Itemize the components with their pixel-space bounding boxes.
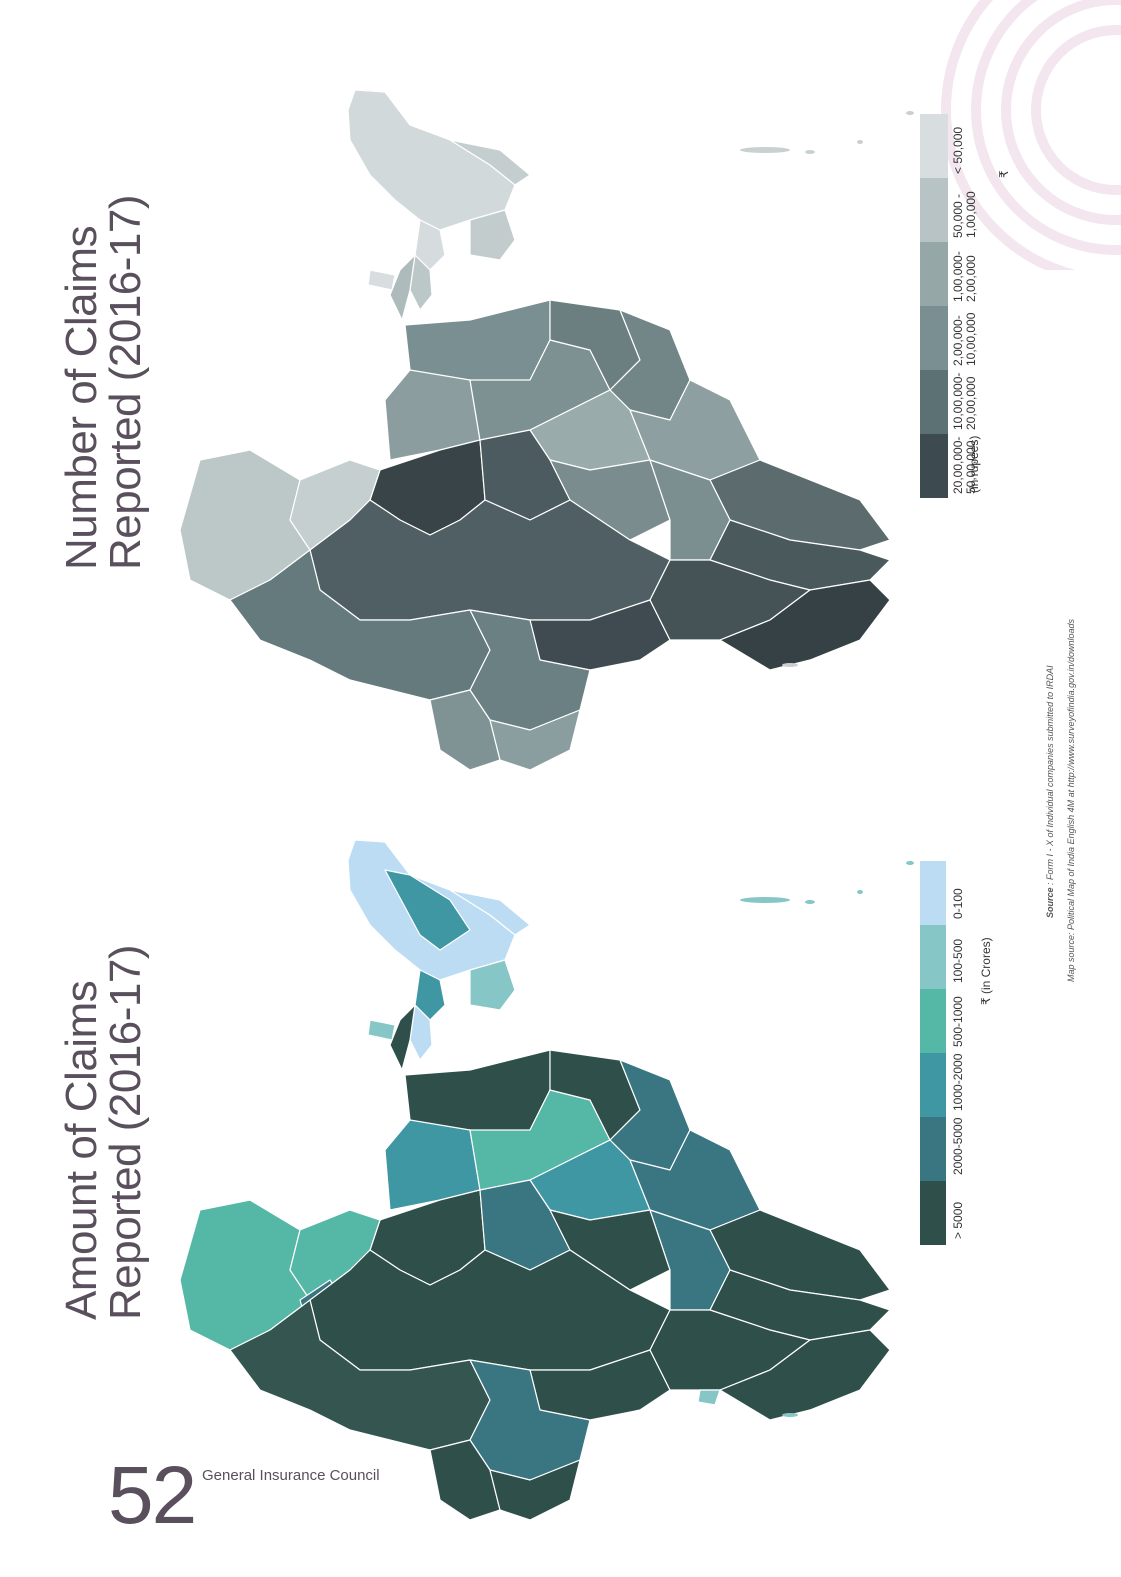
- legend-label: 10,00,000-20,00,000: [951, 373, 978, 430]
- region-kerala-tn: [489, 1459, 581, 1521]
- region-north-east-2: [469, 209, 516, 261]
- legend-label: 1,00,000-2,00,000: [951, 251, 978, 302]
- island-2: [805, 150, 815, 154]
- page-number: 52: [108, 1450, 197, 1541]
- legend-swatch: [920, 114, 948, 178]
- legend-swatch: [920, 861, 946, 925]
- legend-label: 1000-2000: [951, 1053, 965, 1111]
- legend-label: 20,00,000-50,00,000: [951, 437, 978, 494]
- region-tiny: [367, 1019, 396, 1041]
- legend-swatch: [920, 370, 948, 434]
- legend-swatch: [920, 1181, 946, 1245]
- region-east-coast: [719, 579, 891, 671]
- island-4: [906, 111, 914, 115]
- island-3: [857, 140, 863, 144]
- region-puducherry: [697, 1389, 721, 1406]
- legend-label: > 5000: [951, 1202, 965, 1239]
- top-map-india: [179, 89, 914, 771]
- legend-unit: (in rupees): [967, 436, 981, 493]
- region-punjab-east: [389, 1004, 416, 1071]
- source-line-2: Map source: Political Map of India Engli…: [1066, 618, 1076, 982]
- legend-label: 50,000 -1,00,000: [951, 191, 978, 238]
- bottom-map-title: Amount of Claims Reported (2016-17): [57, 944, 150, 1320]
- region-sikkim: [414, 219, 446, 271]
- legend-swatch: [920, 178, 948, 242]
- bottom-map-legend: > 5000 2000-5000 1000-2000 500-1000 100-500 0…: [920, 861, 993, 1245]
- legend-label: 500-1000: [951, 996, 965, 1047]
- island-4: [906, 861, 914, 865]
- region-ladakh-band: [384, 869, 471, 951]
- island-3: [857, 890, 863, 894]
- region-kerala-tn: [489, 709, 581, 771]
- region-sikkim: [414, 969, 446, 1021]
- region-east-coast: [719, 1329, 891, 1421]
- legend-swatch: [920, 242, 948, 306]
- bottom-map-india: [179, 839, 914, 1521]
- top-map-title: Number of Claims Reported (2016-17): [57, 194, 150, 570]
- island-5: [782, 663, 798, 667]
- organization-name: General Insurance Council: [202, 1467, 380, 1484]
- legend-swatch: [920, 1053, 946, 1117]
- legend-currency: ₹: [997, 170, 1011, 178]
- legend-swatch: [920, 989, 946, 1053]
- legend-unit: ₹ (in Crores): [979, 937, 993, 1005]
- source-line-1: Source : Form I - X of Individual compan…: [1045, 665, 1055, 918]
- legend-swatch: [920, 306, 948, 370]
- legend-label: 100-500: [951, 939, 965, 983]
- region-north-east-1: [449, 889, 531, 936]
- island-1: [740, 897, 790, 903]
- region-north-east-2: [469, 959, 516, 1011]
- decorative-rings: [941, 0, 1121, 270]
- legend-label: 2,00,000-10,00,000: [951, 312, 978, 366]
- island-2: [805, 900, 815, 904]
- island-1: [740, 147, 790, 153]
- legend-swatch: [920, 434, 948, 498]
- legend-label: < 50,000: [951, 127, 965, 174]
- region-punjab-east: [389, 254, 416, 321]
- region-north-east-1: [449, 139, 531, 186]
- island-5: [782, 1413, 798, 1417]
- legend-swatch: [920, 925, 946, 989]
- legend-label: 2000-5000: [951, 1117, 965, 1175]
- legend-label: 0-100: [951, 888, 965, 919]
- legend-swatch: [920, 1117, 946, 1181]
- top-map-legend: 20,00,000-50,00,000 10,00,000-20,00,000 2,…: [920, 114, 1011, 498]
- region-tiny: [367, 269, 396, 291]
